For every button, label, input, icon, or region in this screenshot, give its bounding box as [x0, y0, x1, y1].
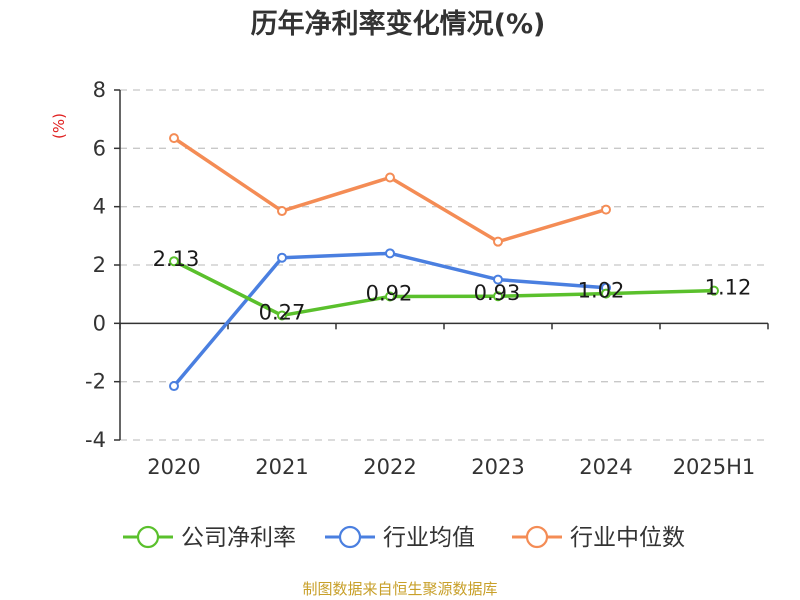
y-axis-label: (%): [50, 113, 68, 139]
x-tick-label: 2024: [579, 455, 632, 479]
y-tick-label: 0: [93, 311, 106, 335]
x-tick-label: 2023: [471, 455, 524, 479]
series-layer: [169, 133, 719, 392]
data-point: [493, 236, 503, 247]
legend-item[interactable]: 公司净利率: [123, 525, 296, 551]
data-point: [169, 133, 179, 144]
y-tick-label: 8: [93, 78, 106, 102]
data-label: 2.13: [153, 247, 200, 271]
series-line: [172, 136, 608, 244]
legend-item[interactable]: 行业均值: [325, 525, 475, 551]
data-label: 0.27: [259, 300, 306, 324]
x-tick-label: 2022: [363, 455, 416, 479]
x-tick-label: 2020: [147, 455, 200, 479]
chart-title: 历年净利率变化情况(%): [251, 8, 546, 40]
y-tick-label: 4: [93, 195, 106, 219]
data-point: [169, 381, 179, 392]
legend-label: 公司净利率: [181, 525, 296, 551]
data-point: [601, 204, 611, 215]
legend-swatch-marker: [338, 525, 362, 549]
series-group: [169, 256, 719, 321]
source-note: 制图数据来自恒生聚源数据库: [302, 580, 497, 598]
legend-swatch-marker: [136, 525, 160, 549]
y-tick-label: 6: [93, 136, 106, 160]
data-point: [601, 288, 611, 299]
data-point: [277, 310, 287, 321]
data-point: [385, 172, 395, 183]
x-tick-label: 2025H1: [673, 455, 756, 479]
data-label: 0.93: [474, 281, 521, 305]
data-point: [169, 256, 179, 267]
y-tick-label: 2: [93, 253, 106, 277]
y-tick-label: -4: [85, 428, 106, 452]
series-group: [169, 248, 611, 392]
data-point: [709, 285, 719, 296]
axes: 8 6 4 2 0 -2 -4 2020 2021 2022 2023 2024 2025H1: [85, 78, 769, 479]
data-point: [277, 252, 287, 263]
legend-swatch-marker: [525, 525, 549, 549]
grid: [120, 89, 768, 441]
series-line: [172, 251, 608, 388]
data-point: [277, 206, 287, 217]
data-label: 1.02: [578, 279, 625, 303]
data-point: [493, 274, 503, 285]
series-group: [169, 133, 611, 247]
x-tick-label: 2021: [255, 455, 308, 479]
data-labels: 2.13 0.27 0.92 0.93 1.02 1.12: [153, 247, 752, 324]
data-label: 1.12: [705, 276, 752, 300]
data-point: [385, 248, 395, 259]
series-line: [172, 259, 716, 318]
data-point: [385, 291, 395, 302]
legend-label: 行业中位数: [570, 525, 685, 551]
data-point: [493, 291, 503, 302]
legend-item[interactable]: 行业中位数: [512, 525, 685, 551]
legend-label: 行业均值: [383, 525, 475, 551]
data-label: 0.92: [366, 282, 413, 306]
legend[interactable]: 公司净利率 行业均值 行业中位数: [123, 525, 685, 551]
y-tick-label: -2: [85, 370, 106, 394]
